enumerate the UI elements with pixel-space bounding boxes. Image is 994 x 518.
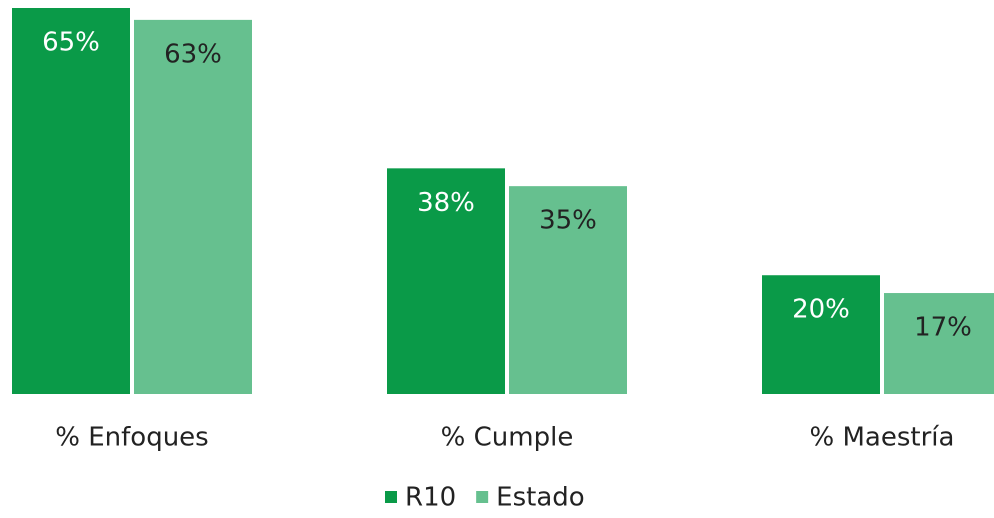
legend-swatch xyxy=(476,491,489,503)
data-label: 17% xyxy=(914,313,972,343)
bar xyxy=(134,19,252,394)
data-label: 63% xyxy=(164,39,222,69)
data-label: 38% xyxy=(417,188,475,218)
data-label: 35% xyxy=(539,206,597,236)
bar xyxy=(509,186,627,394)
legend-label: R10 xyxy=(405,483,456,513)
x-tick-label: % Cumple xyxy=(441,423,574,453)
bar xyxy=(884,293,994,394)
x-tick-label: % Enfoques xyxy=(55,423,208,453)
legend-label: Estado xyxy=(496,483,585,513)
bar xyxy=(387,168,505,394)
bar xyxy=(762,275,880,394)
data-label: 20% xyxy=(792,295,850,325)
x-tick-label: % Maestría xyxy=(810,423,955,453)
legend-swatch xyxy=(385,491,397,503)
bar xyxy=(12,8,130,394)
data-label: 65% xyxy=(42,28,100,58)
